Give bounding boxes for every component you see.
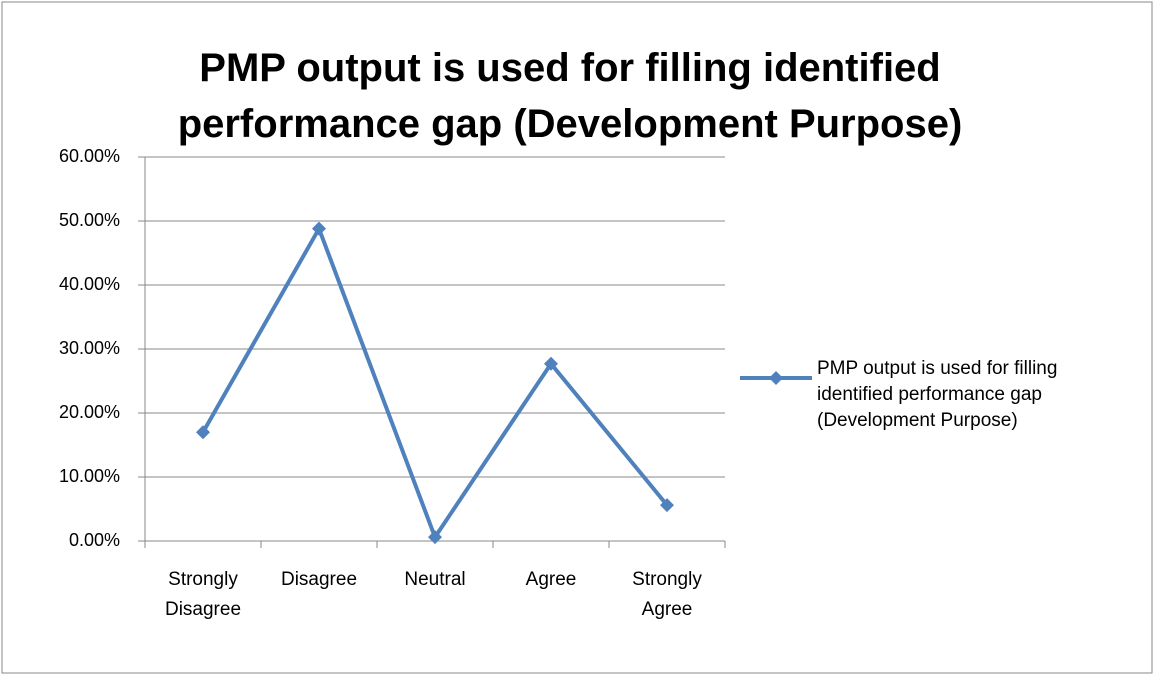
data-point: [312, 221, 326, 236]
x-tick-label: Strongly Agree: [632, 569, 702, 620]
y-tick-label: 50.00%: [59, 210, 120, 230]
y-tick-label: 0.00%: [69, 530, 120, 550]
x-tick-label: Strongly Disagree: [164, 569, 242, 620]
chart-title: PMP output is used for filling identifie…: [177, 46, 963, 146]
y-tick-label: 40.00%: [59, 274, 120, 294]
y-tick-label: 30.00%: [59, 338, 120, 358]
data-point: [544, 356, 558, 371]
data-point: [428, 530, 442, 545]
y-tick-label: 20.00%: [59, 402, 120, 422]
y-tick-label: 10.00%: [59, 466, 120, 486]
data-point: [196, 425, 210, 440]
x-tick-label: Neutral: [404, 569, 466, 590]
data-point: [660, 498, 674, 513]
x-tick-label: Disagree: [280, 569, 358, 590]
legend-label: PMP output is used for filling identifie…: [817, 358, 1058, 431]
legend-swatch-marker: [769, 371, 783, 385]
x-tick-label: Agree: [525, 569, 577, 590]
y-tick-label: 60.00%: [59, 146, 120, 166]
